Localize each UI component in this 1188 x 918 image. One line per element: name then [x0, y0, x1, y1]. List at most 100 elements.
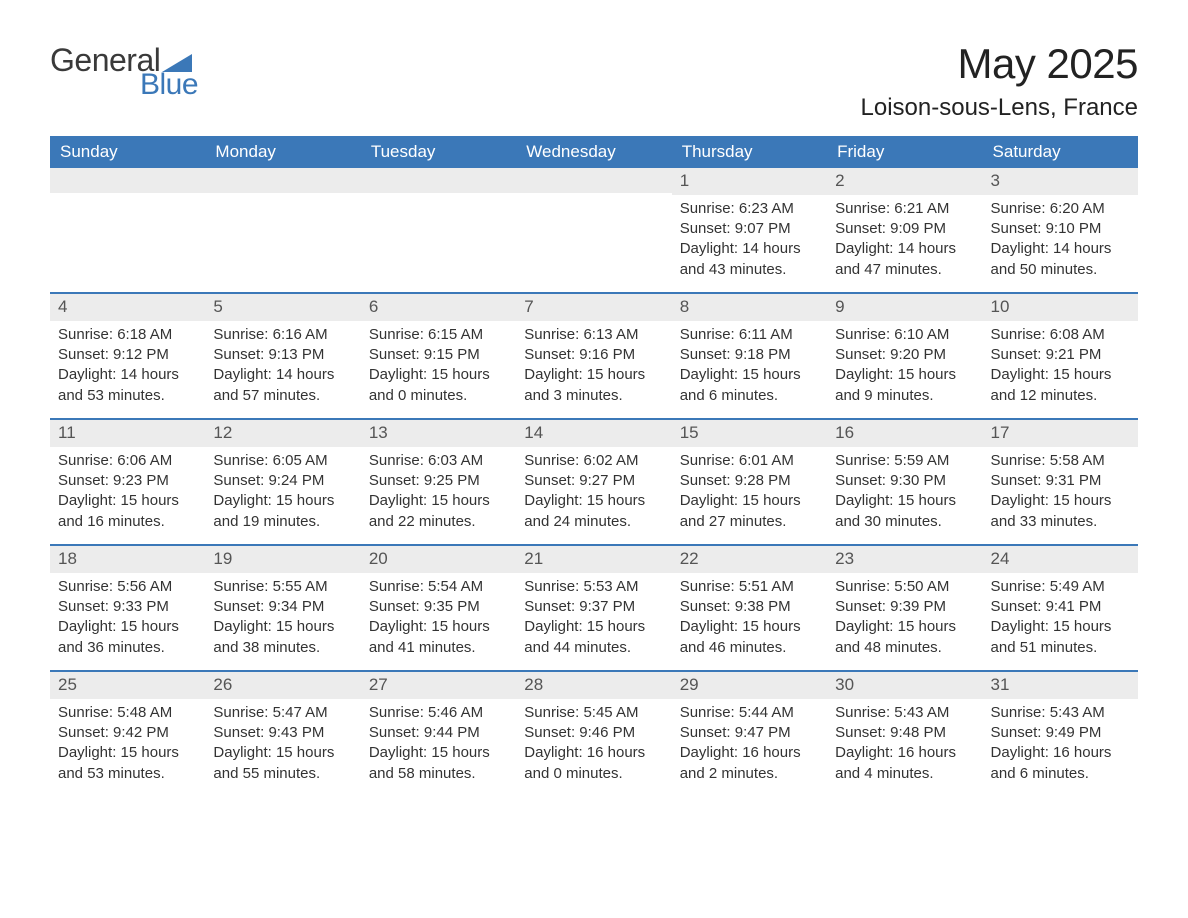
day-cell: 18Sunrise: 5:56 AMSunset: 9:33 PMDayligh… — [50, 546, 205, 670]
day-number: 15 — [672, 420, 827, 447]
day-number: 5 — [205, 294, 360, 321]
day-body: Sunrise: 6:10 AMSunset: 9:20 PMDaylight:… — [827, 321, 982, 416]
day-body: Sunrise: 6:23 AMSunset: 9:07 PMDaylight:… — [672, 195, 827, 290]
day-cell: 12Sunrise: 6:05 AMSunset: 9:24 PMDayligh… — [205, 420, 360, 544]
daylight-line: Daylight: 15 hours and 58 minutes. — [369, 743, 508, 784]
daylight-line: Daylight: 15 hours and 19 minutes. — [213, 491, 352, 532]
sunrise-line: Sunrise: 5:47 AM — [213, 703, 352, 723]
sunset-line: Sunset: 9:23 PM — [58, 471, 197, 491]
day-body: Sunrise: 6:06 AMSunset: 9:23 PMDaylight:… — [50, 447, 205, 542]
sunset-line: Sunset: 9:20 PM — [835, 345, 974, 365]
sunset-line: Sunset: 9:16 PM — [524, 345, 663, 365]
sunset-line: Sunset: 9:24 PM — [213, 471, 352, 491]
sunset-line: Sunset: 9:47 PM — [680, 723, 819, 743]
day-cell: 26Sunrise: 5:47 AMSunset: 9:43 PMDayligh… — [205, 672, 360, 796]
daylight-line: Daylight: 15 hours and 6 minutes. — [680, 365, 819, 406]
daylight-line: Daylight: 15 hours and 30 minutes. — [835, 491, 974, 532]
daylight-line: Daylight: 14 hours and 53 minutes. — [58, 365, 197, 406]
day-cell: 4Sunrise: 6:18 AMSunset: 9:12 PMDaylight… — [50, 294, 205, 418]
sunrise-line: Sunrise: 6:11 AM — [680, 325, 819, 345]
day-cell: 25Sunrise: 5:48 AMSunset: 9:42 PMDayligh… — [50, 672, 205, 796]
day-body: Sunrise: 5:47 AMSunset: 9:43 PMDaylight:… — [205, 699, 360, 794]
sunset-line: Sunset: 9:41 PM — [991, 597, 1130, 617]
weekday-header-cell: Tuesday — [361, 136, 516, 168]
week-row: 11Sunrise: 6:06 AMSunset: 9:23 PMDayligh… — [50, 418, 1138, 544]
day-number: 8 — [672, 294, 827, 321]
day-cell: 28Sunrise: 5:45 AMSunset: 9:46 PMDayligh… — [516, 672, 671, 796]
day-body: Sunrise: 6:02 AMSunset: 9:27 PMDaylight:… — [516, 447, 671, 542]
day-cell: 13Sunrise: 6:03 AMSunset: 9:25 PMDayligh… — [361, 420, 516, 544]
sunset-line: Sunset: 9:39 PM — [835, 597, 974, 617]
sunset-line: Sunset: 9:13 PM — [213, 345, 352, 365]
day-cell: 24Sunrise: 5:49 AMSunset: 9:41 PMDayligh… — [983, 546, 1138, 670]
weekday-header-cell: Friday — [827, 136, 982, 168]
sunrise-line: Sunrise: 5:56 AM — [58, 577, 197, 597]
day-cell: 19Sunrise: 5:55 AMSunset: 9:34 PMDayligh… — [205, 546, 360, 670]
sunrise-line: Sunrise: 5:50 AM — [835, 577, 974, 597]
daylight-line: Daylight: 15 hours and 24 minutes. — [524, 491, 663, 532]
sunrise-line: Sunrise: 5:48 AM — [58, 703, 197, 723]
day-body: Sunrise: 6:18 AMSunset: 9:12 PMDaylight:… — [50, 321, 205, 416]
day-number: 14 — [516, 420, 671, 447]
day-body: Sunrise: 5:59 AMSunset: 9:30 PMDaylight:… — [827, 447, 982, 542]
sunset-line: Sunset: 9:31 PM — [991, 471, 1130, 491]
brand-word-2: Blue — [140, 70, 198, 100]
day-cell: 22Sunrise: 5:51 AMSunset: 9:38 PMDayligh… — [672, 546, 827, 670]
sunrise-line: Sunrise: 6:08 AM — [991, 325, 1130, 345]
day-cell: 21Sunrise: 5:53 AMSunset: 9:37 PMDayligh… — [516, 546, 671, 670]
daylight-line: Daylight: 15 hours and 27 minutes. — [680, 491, 819, 532]
sunrise-line: Sunrise: 6:10 AM — [835, 325, 974, 345]
day-body: Sunrise: 5:54 AMSunset: 9:35 PMDaylight:… — [361, 573, 516, 668]
day-number: 30 — [827, 672, 982, 699]
day-body: Sunrise: 5:44 AMSunset: 9:47 PMDaylight:… — [672, 699, 827, 794]
day-number: 12 — [205, 420, 360, 447]
sunrise-line: Sunrise: 6:15 AM — [369, 325, 508, 345]
day-body: Sunrise: 5:45 AMSunset: 9:46 PMDaylight:… — [516, 699, 671, 794]
daylight-line: Daylight: 15 hours and 41 minutes. — [369, 617, 508, 658]
daylight-line: Daylight: 15 hours and 12 minutes. — [991, 365, 1130, 406]
day-body: Sunrise: 6:21 AMSunset: 9:09 PMDaylight:… — [827, 195, 982, 290]
day-number: 6 — [361, 294, 516, 321]
weekday-header-cell: Monday — [205, 136, 360, 168]
day-number: 7 — [516, 294, 671, 321]
day-number: 1 — [672, 168, 827, 195]
day-number: 19 — [205, 546, 360, 573]
brand-logo: General Blue — [50, 44, 198, 100]
sunset-line: Sunset: 9:25 PM — [369, 471, 508, 491]
day-number-empty — [205, 168, 360, 193]
weekday-header-cell: Thursday — [672, 136, 827, 168]
day-body: Sunrise: 6:13 AMSunset: 9:16 PMDaylight:… — [516, 321, 671, 416]
day-cell-empty — [50, 168, 205, 292]
daylight-line: Daylight: 14 hours and 47 minutes. — [835, 239, 974, 280]
day-number: 22 — [672, 546, 827, 573]
day-cell: 23 Sunrise: 5:50 AMSunset: 9:39 PMDayligh… — [827, 546, 982, 670]
day-number-empty — [50, 168, 205, 193]
day-cell: 17Sunrise: 5:58 AMSunset: 9:31 PMDayligh… — [983, 420, 1138, 544]
sunset-line: Sunset: 9:12 PM — [58, 345, 197, 365]
day-number: 25 — [50, 672, 205, 699]
sunset-line: Sunset: 9:43 PM — [213, 723, 352, 743]
daylight-line: Daylight: 15 hours and 48 minutes. — [835, 617, 974, 658]
day-cell: 5Sunrise: 6:16 AMSunset: 9:13 PMDaylight… — [205, 294, 360, 418]
sunrise-line: Sunrise: 6:13 AM — [524, 325, 663, 345]
page-header: General Blue May 2025 Loison-sous-Lens, … — [50, 40, 1138, 122]
day-number: 23 — [827, 546, 982, 573]
week-row: 1Sunrise: 6:23 AMSunset: 9:07 PMDaylight… — [50, 168, 1138, 292]
day-body: Sunrise: 5:51 AMSunset: 9:38 PMDaylight:… — [672, 573, 827, 668]
sunset-line: Sunset: 9:10 PM — [991, 219, 1130, 239]
daylight-line: Daylight: 16 hours and 0 minutes. — [524, 743, 663, 784]
day-cell: 29Sunrise: 5:44 AMSunset: 9:47 PMDayligh… — [672, 672, 827, 796]
daylight-line: Daylight: 15 hours and 16 minutes. — [58, 491, 197, 532]
daylight-line: Daylight: 14 hours and 43 minutes. — [680, 239, 819, 280]
day-number: 21 — [516, 546, 671, 573]
sunrise-line: Sunrise: 5:43 AM — [991, 703, 1130, 723]
day-cell-empty — [205, 168, 360, 292]
day-cell: 3Sunrise: 6:20 AMSunset: 9:10 PMDaylight… — [983, 168, 1138, 292]
daylight-line: Daylight: 15 hours and 9 minutes. — [835, 365, 974, 406]
daylight-line: Daylight: 15 hours and 46 minutes. — [680, 617, 819, 658]
day-cell: 16Sunrise: 5:59 AMSunset: 9:30 PMDayligh… — [827, 420, 982, 544]
day-number: 20 — [361, 546, 516, 573]
sunset-line: Sunset: 9:33 PM — [58, 597, 197, 617]
day-number: 13 — [361, 420, 516, 447]
day-body: Sunrise: 5:43 AMSunset: 9:48 PMDaylight:… — [827, 699, 982, 794]
